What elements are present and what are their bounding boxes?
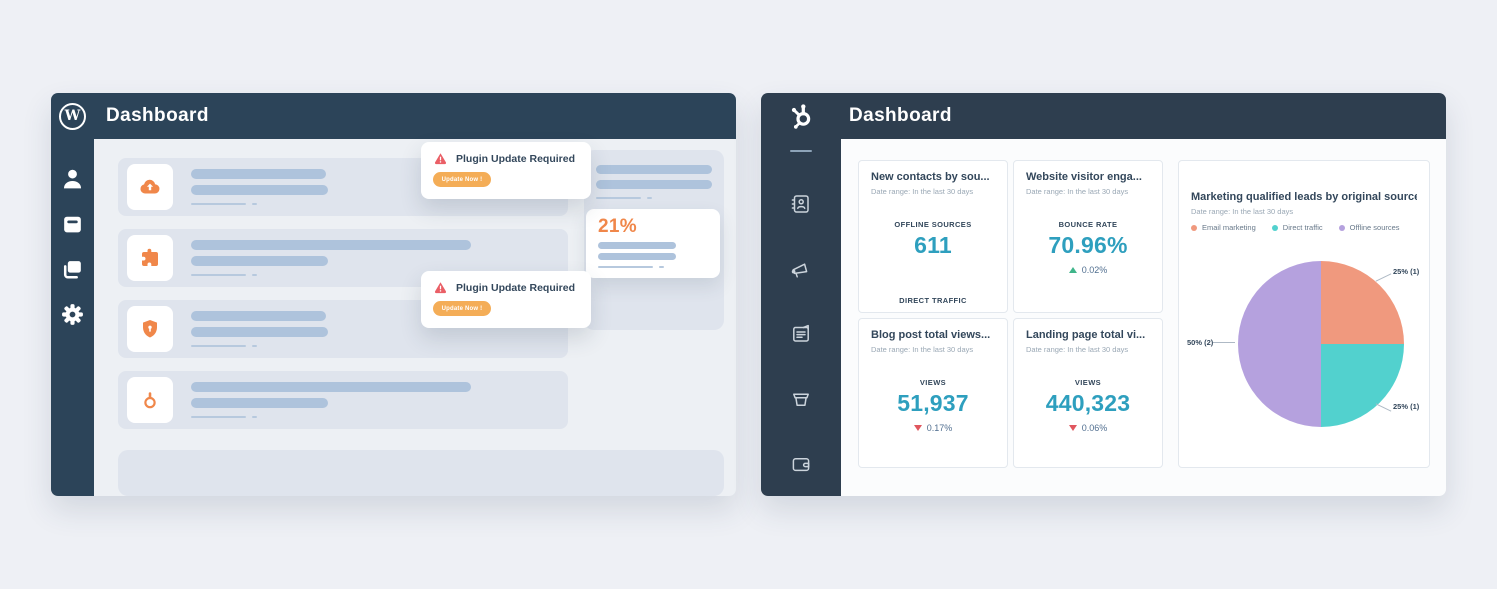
wp-page-title: Dashboard bbox=[106, 105, 209, 126]
metric-value: 70.96% bbox=[1048, 232, 1128, 258]
wp-content-list bbox=[118, 158, 568, 442]
metric-value: 611 bbox=[914, 232, 952, 258]
legend-label: Email marketing bbox=[1202, 223, 1256, 232]
delta-down-icon bbox=[913, 425, 922, 431]
pie-slice-label: 50% (2) bbox=[1187, 338, 1214, 347]
list-item bbox=[118, 300, 568, 358]
skeleton-bar bbox=[598, 253, 676, 260]
chart-legend: Email marketing Direct traffic Offline s… bbox=[1191, 223, 1417, 232]
metric-value: 51,937 bbox=[897, 390, 969, 416]
hubspot-logo bbox=[761, 101, 841, 131]
hubspot-sprocket-icon bbox=[791, 104, 811, 129]
contacts-icon[interactable] bbox=[789, 192, 813, 216]
wp-header: W Dashboard bbox=[51, 93, 736, 139]
pie-chart[interactable] bbox=[1238, 261, 1404, 427]
hs-sidebar bbox=[761, 139, 841, 496]
pie-slice-label: 25% (1) bbox=[1393, 402, 1420, 411]
report-card-landing-views[interactable]: Landing page total vi... Date range: In … bbox=[1013, 318, 1163, 468]
leader-line bbox=[1375, 403, 1392, 412]
card-date-range: Date range: In the last 30 days bbox=[1026, 345, 1129, 354]
leader-line bbox=[1213, 342, 1235, 343]
list-item bbox=[118, 229, 568, 287]
metric-label: OFFLINE SOURCES bbox=[894, 220, 972, 229]
skeleton-bars bbox=[191, 382, 471, 418]
gear-icon[interactable] bbox=[60, 302, 85, 327]
plugin-puzzle-icon bbox=[127, 235, 173, 281]
skeleton-bars bbox=[191, 311, 328, 347]
card-title: Website visitor enga... bbox=[1026, 171, 1142, 183]
wp-stat-card[interactable]: 21% bbox=[586, 209, 720, 278]
metric-label: BOUNCE RATE bbox=[1058, 220, 1118, 229]
basket-icon[interactable] bbox=[789, 387, 813, 411]
hs-page-title: Dashboard bbox=[849, 105, 952, 126]
legend-dot bbox=[1191, 224, 1197, 231]
legend-label: Offline sources bbox=[1349, 223, 1400, 232]
delta-value: 0.02% bbox=[1081, 265, 1108, 275]
delta-value: 0.17% bbox=[926, 423, 953, 433]
metric-secondary-label: DIRECT TRAFFIC bbox=[899, 296, 967, 305]
legend-dot bbox=[1338, 224, 1345, 231]
legend-label: Direct traffic bbox=[1282, 223, 1323, 232]
card-title: Landing page total vi... bbox=[1026, 329, 1146, 341]
update-now-button[interactable]: Update Now ! bbox=[433, 172, 491, 187]
card-date-range: Date range: In the last 30 days bbox=[871, 345, 974, 354]
notification-title: Plugin Update Required bbox=[456, 281, 576, 294]
card-date-range: Date range: In the last 30 days bbox=[871, 187, 974, 196]
report-card-website-visitor[interactable]: Website visitor enga... Date range: In t… bbox=[1013, 160, 1163, 313]
hs-header: Dashboard bbox=[761, 93, 1446, 139]
wp-footer-skeleton bbox=[118, 450, 724, 496]
pie-slice-label: 25% (1) bbox=[1393, 267, 1420, 276]
wordpress-logo: W bbox=[51, 102, 94, 130]
delta-down-icon bbox=[1068, 425, 1077, 431]
skeleton-bars bbox=[191, 169, 328, 205]
blog-icon[interactable] bbox=[789, 322, 813, 346]
report-card-new-contacts[interactable]: New contacts by sou... Date range: In th… bbox=[858, 160, 1008, 313]
legend-item: Email marketing bbox=[1191, 223, 1256, 232]
metric-value: 440,323 bbox=[1045, 390, 1131, 416]
key-icon bbox=[127, 377, 173, 423]
metric-label: VIEWS bbox=[919, 378, 947, 387]
plugin-update-notification: Plugin Update Required Update Now ! bbox=[421, 142, 591, 199]
report-card-mql-pie[interactable]: Marketing qualified leads by original so… bbox=[1178, 160, 1430, 468]
plugin-update-notification: Plugin Update Required Update Now ! bbox=[421, 271, 591, 328]
card-title: New contacts by sou... bbox=[871, 171, 990, 183]
shield-icon bbox=[127, 306, 173, 352]
list-item bbox=[118, 371, 568, 429]
leader-line bbox=[1375, 273, 1392, 282]
warning-triangle-icon bbox=[434, 153, 447, 165]
wp-sidebar bbox=[51, 139, 94, 496]
comments-icon[interactable] bbox=[60, 257, 85, 282]
update-now-button[interactable]: Update Now ! bbox=[433, 301, 491, 316]
notification-title: Plugin Update Required bbox=[456, 152, 576, 165]
chart-title: Marketing qualified leads by original so… bbox=[1191, 191, 1417, 203]
wordpress-logo-mark: W bbox=[59, 102, 86, 130]
archive-icon[interactable] bbox=[60, 212, 85, 237]
legend-item: Offline sources bbox=[1338, 223, 1400, 232]
skeleton-bars bbox=[191, 240, 471, 276]
metric-label: VIEWS bbox=[1074, 378, 1102, 387]
cloud-upload-icon bbox=[127, 164, 173, 210]
card-title: Blog post total views... bbox=[871, 329, 991, 341]
delta-up-icon bbox=[1068, 267, 1077, 273]
wordpress-dashboard-mockup: W Dashboard bbox=[51, 93, 736, 496]
legend-item: Direct traffic bbox=[1271, 223, 1323, 232]
delta-value: 0.06% bbox=[1081, 423, 1108, 433]
legend-dot bbox=[1271, 224, 1278, 231]
stat-value: 21% bbox=[598, 216, 637, 237]
user-icon[interactable] bbox=[60, 167, 85, 192]
hubspot-dashboard-mockup: Dashboard bbox=[761, 93, 1446, 496]
megaphone-icon[interactable] bbox=[789, 257, 813, 281]
warning-triangle-icon bbox=[434, 282, 447, 294]
card-date-range: Date range: In the last 30 days bbox=[1026, 187, 1129, 196]
chart-date-range: Date range: In the last 30 days bbox=[1191, 207, 1294, 216]
skeleton-bar bbox=[598, 242, 676, 249]
report-card-blog-views[interactable]: Blog post total views... Date range: In … bbox=[858, 318, 1008, 468]
skeleton-line bbox=[598, 266, 708, 268]
sidebar-divider bbox=[790, 150, 812, 152]
wallet-icon[interactable] bbox=[789, 452, 813, 476]
